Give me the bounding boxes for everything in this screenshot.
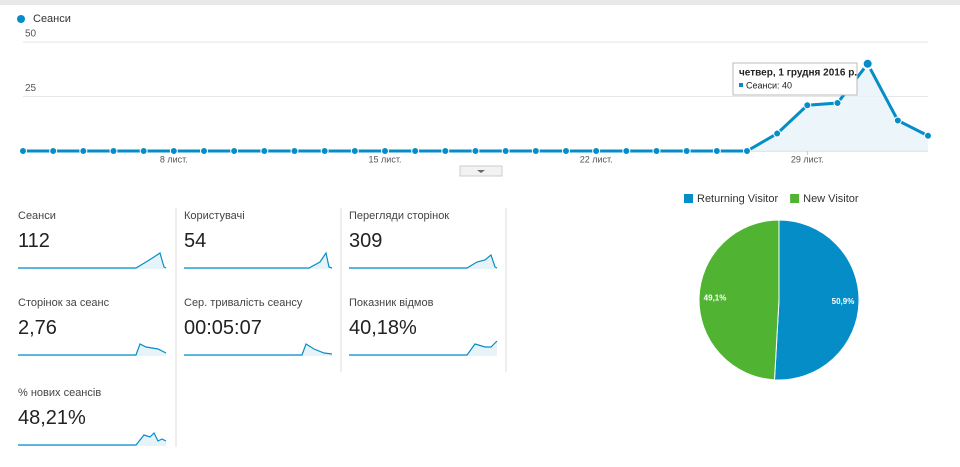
metric-value: 112 [18, 230, 50, 252]
data-point [139, 147, 148, 155]
metric-value: 48,21% [18, 407, 86, 429]
data-point [471, 147, 480, 155]
data-point [501, 147, 510, 155]
data-point [79, 147, 88, 155]
legend-label: New Visitor [803, 193, 859, 205]
metric-label: Сторінок за сеанс [18, 297, 110, 309]
data-point [320, 147, 329, 155]
sparkline-area [18, 344, 166, 356]
x-tick-label: 29 лист. [791, 154, 824, 164]
data-point [562, 147, 570, 155]
data-point [924, 131, 932, 140]
metric-label: Користувачі [184, 210, 245, 222]
sparkline-line [18, 431, 167, 446]
tooltip-text: Сеанси: 40 [746, 80, 792, 90]
sparkline [18, 431, 167, 446]
metric-label: % нових сеансів [18, 387, 102, 399]
y-tick-label: 50 [25, 29, 37, 40]
data-point [109, 147, 118, 155]
metric-value: 309 [349, 230, 383, 252]
slice-label: 49,1% [704, 293, 727, 302]
metric-tile[interactable]: Сер. тривалість сеансу 00:05:07 [184, 297, 334, 377]
data-point [260, 147, 269, 155]
legend-marker [17, 15, 25, 23]
sparkline-line [349, 253, 498, 269]
data-point [592, 147, 601, 155]
metric-value: 2,76 [18, 317, 57, 339]
x-tick-label: 22 лист. [580, 154, 613, 164]
metric-tile[interactable]: Сторінок за сеанс 2,76 [18, 297, 168, 377]
pie-slice [773, 219, 860, 381]
metric-value: 40,18% [349, 317, 417, 339]
sparkline-line [184, 343, 333, 356]
metric-value: 54 [184, 230, 207, 252]
sparkline-line [18, 343, 167, 356]
tooltip-title: четвер, 1 грудня 2016 р. [739, 68, 857, 79]
data-point [833, 99, 842, 108]
sparkline [349, 340, 498, 356]
top-bar [0, 0, 960, 5]
y-tick-label: 25 [25, 83, 37, 94]
sparkline [18, 343, 167, 356]
data-point [893, 116, 902, 125]
data-point [773, 129, 782, 138]
data-point [411, 147, 420, 155]
slice-label: 50,9% [832, 297, 855, 306]
data-point [290, 147, 299, 155]
sparkline [18, 252, 167, 269]
sparkline-area [18, 433, 166, 446]
area [23, 63, 928, 151]
data-point [803, 101, 812, 110]
metric-tile[interactable]: Користувачі 54 [184, 210, 334, 290]
data-point [200, 147, 208, 155]
metric-tile[interactable]: Сеанси 112 [18, 210, 168, 290]
x-tick-label: 8 лист. [160, 154, 188, 164]
sparkline-area [18, 253, 166, 269]
metric-tile[interactable]: % нових сеансів 48,21% [18, 387, 168, 467]
x-tick-label: 15 лист. [369, 154, 402, 164]
legend-marker [790, 194, 800, 203]
sparkline-area [184, 344, 332, 356]
sparkline [184, 251, 333, 269]
data-point [441, 147, 450, 155]
sparkline [184, 343, 333, 356]
data-point [49, 147, 58, 155]
metric-label: Показник відмов [349, 297, 434, 309]
sparkline-area [184, 253, 332, 269]
data-point [19, 147, 27, 155]
sparkline-area [349, 341, 497, 356]
data-point [230, 147, 239, 155]
data-point [712, 147, 721, 155]
page: {"chart_data": [ {"type": "line", "legen… [0, 0, 960, 447]
toggle-icon [477, 170, 485, 173]
sparkline-area [349, 255, 497, 269]
highlight-point [861, 57, 874, 70]
sparkline [349, 253, 498, 269]
data-point [531, 147, 540, 155]
legend-label: Сеанси [33, 13, 71, 25]
metric-label: Сер. тривалість сеансу [184, 297, 303, 309]
tooltip [732, 62, 858, 96]
metric-value: 00:05:07 [184, 317, 262, 339]
chart-area: Сеанси 25 50 8 лист. 15 лист. 22 лист. 29 лист… [17, 13, 932, 447]
metric-label: Перегляди сторінок [349, 210, 450, 222]
metric-tile[interactable]: Перегляди сторінок 309 [349, 210, 499, 290]
data-point [169, 147, 178, 155]
sparkline-line [18, 252, 167, 269]
data-point [682, 147, 691, 155]
tooltip-marker [739, 83, 743, 87]
metric-tile[interactable]: Показник відмов 40,18% [349, 297, 499, 377]
data-point [350, 147, 359, 155]
legend-marker [684, 194, 693, 203]
data-point [381, 147, 389, 155]
sparkline-line [184, 251, 333, 269]
pie-slice [698, 219, 780, 381]
data-point [652, 147, 661, 155]
legend-label: Returning Visitor [697, 193, 778, 205]
metric-label: Сеанси [18, 210, 56, 222]
data-point [743, 147, 751, 155]
sparkline-line [349, 340, 498, 356]
data-point [622, 147, 631, 155]
